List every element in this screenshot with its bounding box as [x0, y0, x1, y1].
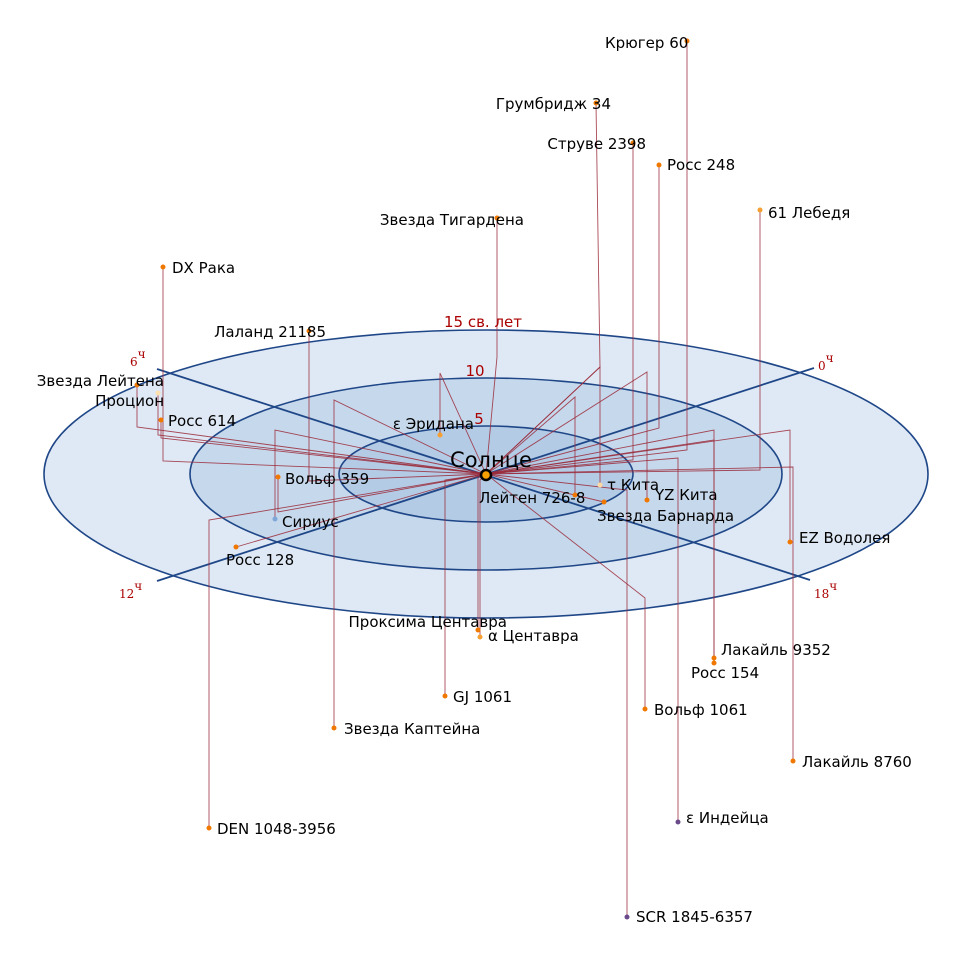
- star-label: Процион: [95, 392, 164, 410]
- star-marker: [790, 758, 796, 764]
- star-label: Струве 2398: [547, 135, 646, 153]
- projection-line: [208, 473, 487, 828]
- star-marker: [684, 38, 690, 44]
- projection-line: [485, 218, 498, 475]
- star-marker: [206, 825, 212, 831]
- projection-line: [485, 41, 688, 475]
- star-label: Грумбридж 34: [496, 95, 611, 113]
- projection-line: [274, 429, 487, 519]
- projection-lines: [136, 41, 794, 917]
- sun-marker: [479, 468, 493, 482]
- ring-label-10: 10: [465, 362, 484, 380]
- projection-line: [485, 210, 761, 475]
- projection-line: [485, 473, 628, 917]
- star-label: Лакайль 8760: [802, 753, 912, 771]
- star-label: Росс 154: [691, 664, 759, 682]
- star-marker: [656, 162, 662, 168]
- star-marker: [331, 725, 337, 731]
- star-marker: [475, 627, 481, 633]
- star-marker: [757, 207, 763, 213]
- star-marker: [442, 693, 448, 699]
- projection-line: [485, 365, 601, 485]
- star-marker: [160, 264, 166, 270]
- projection-line: [485, 165, 660, 475]
- star-marker: [306, 328, 312, 334]
- projection-line: [235, 473, 487, 548]
- star-marker: [155, 390, 161, 396]
- star-label: Проксима Центавра: [349, 613, 507, 631]
- projection-line: [485, 371, 648, 500]
- star-label: Лейтен 726-8: [479, 489, 585, 507]
- star-label: EZ Водолея: [799, 529, 890, 547]
- star-label: α Центавра: [488, 627, 579, 645]
- projection-line: [333, 399, 487, 728]
- star-label: Крюгер 60: [605, 34, 688, 52]
- ring-label-15: 15 св. лет: [444, 313, 522, 331]
- projection-line: [485, 439, 715, 663]
- ring-label-5: 5: [474, 410, 484, 428]
- projection-line: [160, 420, 487, 475]
- hour-label-0: 0ч: [818, 351, 834, 373]
- star-label: Звезда Барнарда: [597, 507, 734, 525]
- star-label: DX Рака: [172, 259, 235, 277]
- star-label: Вольф 1061: [654, 701, 748, 719]
- star-label: ε Эридана: [393, 415, 474, 433]
- projection-line: [277, 473, 487, 513]
- projection-line: [485, 473, 605, 503]
- star-marker: [711, 655, 717, 661]
- star-label: Сириус: [282, 513, 339, 531]
- star-marker: [642, 706, 648, 712]
- star-label: Росс 128: [226, 551, 294, 569]
- projection-line: [485, 143, 634, 475]
- star-marker: [593, 100, 599, 106]
- star-marker: [494, 215, 500, 221]
- star-label: 61 Лебедя: [768, 204, 850, 222]
- star-label: Росс 614: [168, 412, 236, 430]
- star-marker: [675, 819, 681, 825]
- star-label: GJ 1061: [453, 688, 512, 706]
- star-marker: [601, 499, 607, 505]
- star-marker: [158, 417, 164, 423]
- star-marker: [624, 914, 630, 920]
- star-label: τ Кита: [607, 476, 659, 494]
- star-marker: [477, 634, 483, 640]
- star-marker: [597, 482, 603, 488]
- projection-line: [157, 393, 487, 475]
- star-marker: [711, 660, 717, 666]
- star-label: ε Индейца: [686, 809, 769, 827]
- projection-line: [162, 267, 487, 475]
- star-marker: [572, 492, 578, 498]
- projection-line: [485, 396, 576, 495]
- projection-line: [439, 372, 487, 475]
- star-marker: [272, 516, 278, 522]
- stars: Крюгер 60 Грумбридж 34 Струве 2398 Росс 248…: [37, 34, 912, 926]
- star-label: SCR 1845-6357: [636, 908, 753, 926]
- star-label: Звезда Каптейна: [344, 720, 480, 738]
- star-marker: [437, 432, 443, 438]
- hour-label-12: 12ч: [119, 579, 142, 601]
- star-marker: [630, 140, 636, 146]
- star-label: Звезда Тигардена: [380, 211, 524, 229]
- star-marker: [134, 382, 140, 388]
- star-label: Лакайль 9352: [721, 641, 831, 659]
- sun-label: Солнце: [450, 448, 532, 472]
- star-marker: [275, 474, 281, 480]
- projection-line: [485, 466, 794, 761]
- star-marker: [644, 497, 650, 503]
- star-label: Звезда Лейтена: [37, 372, 164, 390]
- star-label: Вольф 359: [285, 470, 369, 488]
- hour-label-18: 18ч: [814, 579, 837, 601]
- star-label: DEN 1048-3956: [217, 820, 336, 838]
- star-label: YZ Кита: [654, 486, 718, 504]
- projection-line: [136, 385, 487, 475]
- projection-line: [308, 331, 487, 482]
- hour-label-6: 6ч: [130, 347, 146, 369]
- projection-line: [485, 457, 679, 822]
- star-label: Лаланд 21185: [214, 323, 326, 341]
- star-label: Росс 248: [667, 156, 735, 174]
- star-marker: [233, 544, 239, 550]
- projection-line: [485, 473, 646, 709]
- star-marker: [787, 539, 793, 545]
